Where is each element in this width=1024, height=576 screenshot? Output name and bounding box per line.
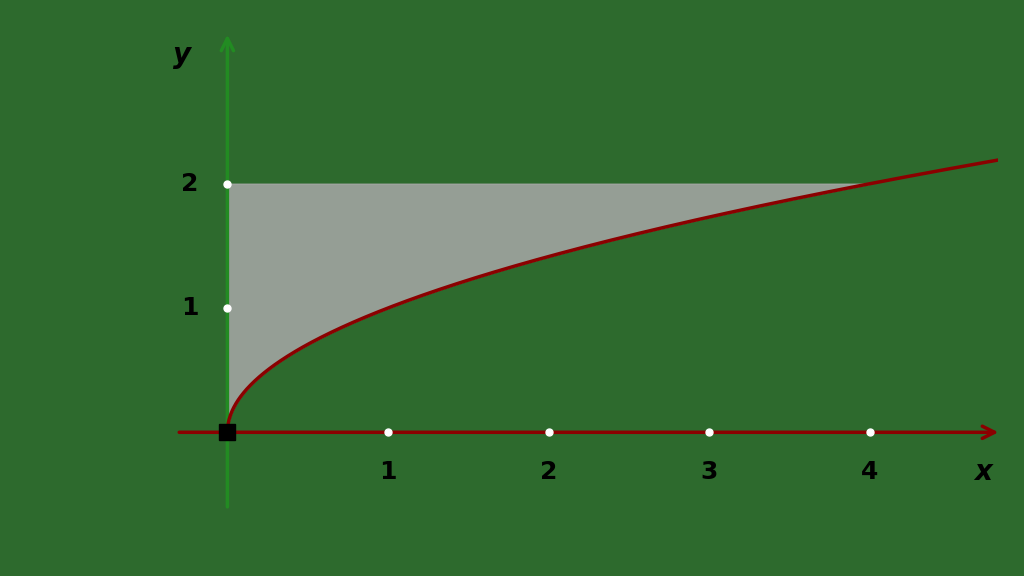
- Text: 2: 2: [540, 460, 557, 484]
- Text: y: y: [173, 41, 191, 69]
- Text: 1: 1: [379, 460, 396, 484]
- Text: 2: 2: [181, 172, 199, 196]
- Text: 1: 1: [181, 296, 199, 320]
- Text: 4: 4: [861, 460, 879, 484]
- Text: 3: 3: [700, 460, 718, 484]
- Text: x: x: [974, 458, 992, 486]
